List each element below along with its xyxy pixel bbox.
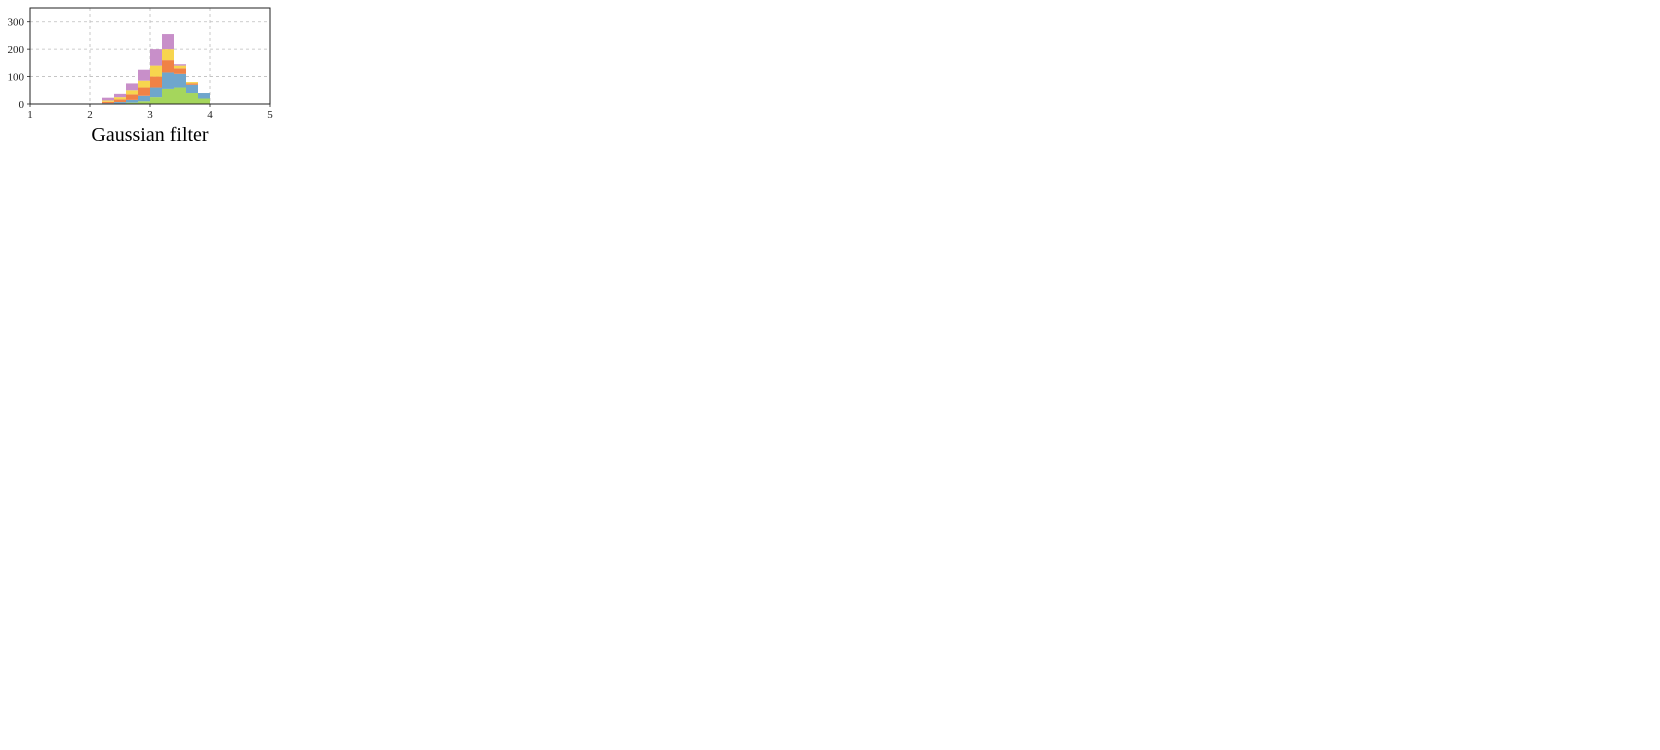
histogram-bar-segment bbox=[114, 97, 126, 100]
histogram-bar-segment bbox=[162, 60, 174, 73]
panel-title: Gaussian filter bbox=[91, 124, 209, 146]
histogram-bar-segment bbox=[126, 99, 138, 103]
histogram-bar-segment bbox=[114, 102, 126, 104]
histogram-bar-segment bbox=[114, 99, 126, 103]
y-tick-label: 0 bbox=[19, 99, 25, 111]
histogram-bar-segment bbox=[162, 72, 174, 89]
histogram-bar-segment bbox=[198, 93, 210, 99]
histogram-bar-segment bbox=[126, 83, 138, 91]
histogram-bar-segment bbox=[186, 82, 198, 84]
histogram-bar-segment bbox=[174, 68, 186, 74]
histogram-bar-segment bbox=[150, 87, 162, 98]
histogram-bar-segment bbox=[126, 90, 138, 95]
histogram-bar-segment bbox=[186, 93, 198, 104]
histogram-bar-segment bbox=[102, 97, 114, 101]
histogram-bar-segment bbox=[198, 98, 210, 104]
x-tick-label: 1 bbox=[27, 109, 33, 121]
histogram-bar-segment bbox=[126, 94, 138, 100]
x-tick-label: 4 bbox=[207, 109, 213, 121]
histogram-bar-segment bbox=[102, 100, 114, 102]
histogram-bar-segment bbox=[138, 87, 150, 96]
histogram-bar-segment bbox=[174, 73, 186, 88]
histogram-bar-segment bbox=[162, 49, 174, 61]
x-tick-label: 2 bbox=[87, 109, 93, 121]
histogram-bar-segment bbox=[150, 97, 162, 104]
histogram-bar-segment bbox=[150, 65, 162, 77]
histogram-bar-segment bbox=[174, 64, 186, 66]
histogram-bar-segment bbox=[186, 84, 198, 94]
y-tick-label: 200 bbox=[8, 44, 25, 56]
histogram-bar-segment bbox=[174, 65, 186, 69]
x-tick-label: 3 bbox=[147, 109, 153, 121]
histogram-panel: 1 2 3 4 5 0 100 200 300 Gaussian filter bbox=[8, 7, 273, 146]
histogram-bar-segment bbox=[138, 69, 150, 81]
histogram-bar-segment bbox=[162, 34, 174, 50]
x-tick-label: 5 bbox=[267, 109, 273, 121]
histogram-bar-segment bbox=[150, 76, 162, 88]
histogram-bar-segment bbox=[138, 95, 150, 102]
histogram-bar-segment bbox=[102, 101, 114, 104]
histogram-bar-segment bbox=[150, 49, 162, 66]
histogram-bar-segment bbox=[162, 88, 174, 104]
histogram-bar-segment bbox=[138, 80, 150, 88]
histogram-bar-segment bbox=[138, 101, 150, 104]
histogram-bar-segment bbox=[186, 83, 198, 85]
histogram-bar-segment bbox=[126, 102, 138, 104]
histogram-bar-segment bbox=[174, 87, 186, 104]
y-tick-label: 300 bbox=[8, 17, 25, 29]
y-tick-label: 100 bbox=[8, 72, 25, 84]
histogram-bar-segment bbox=[114, 93, 126, 98]
